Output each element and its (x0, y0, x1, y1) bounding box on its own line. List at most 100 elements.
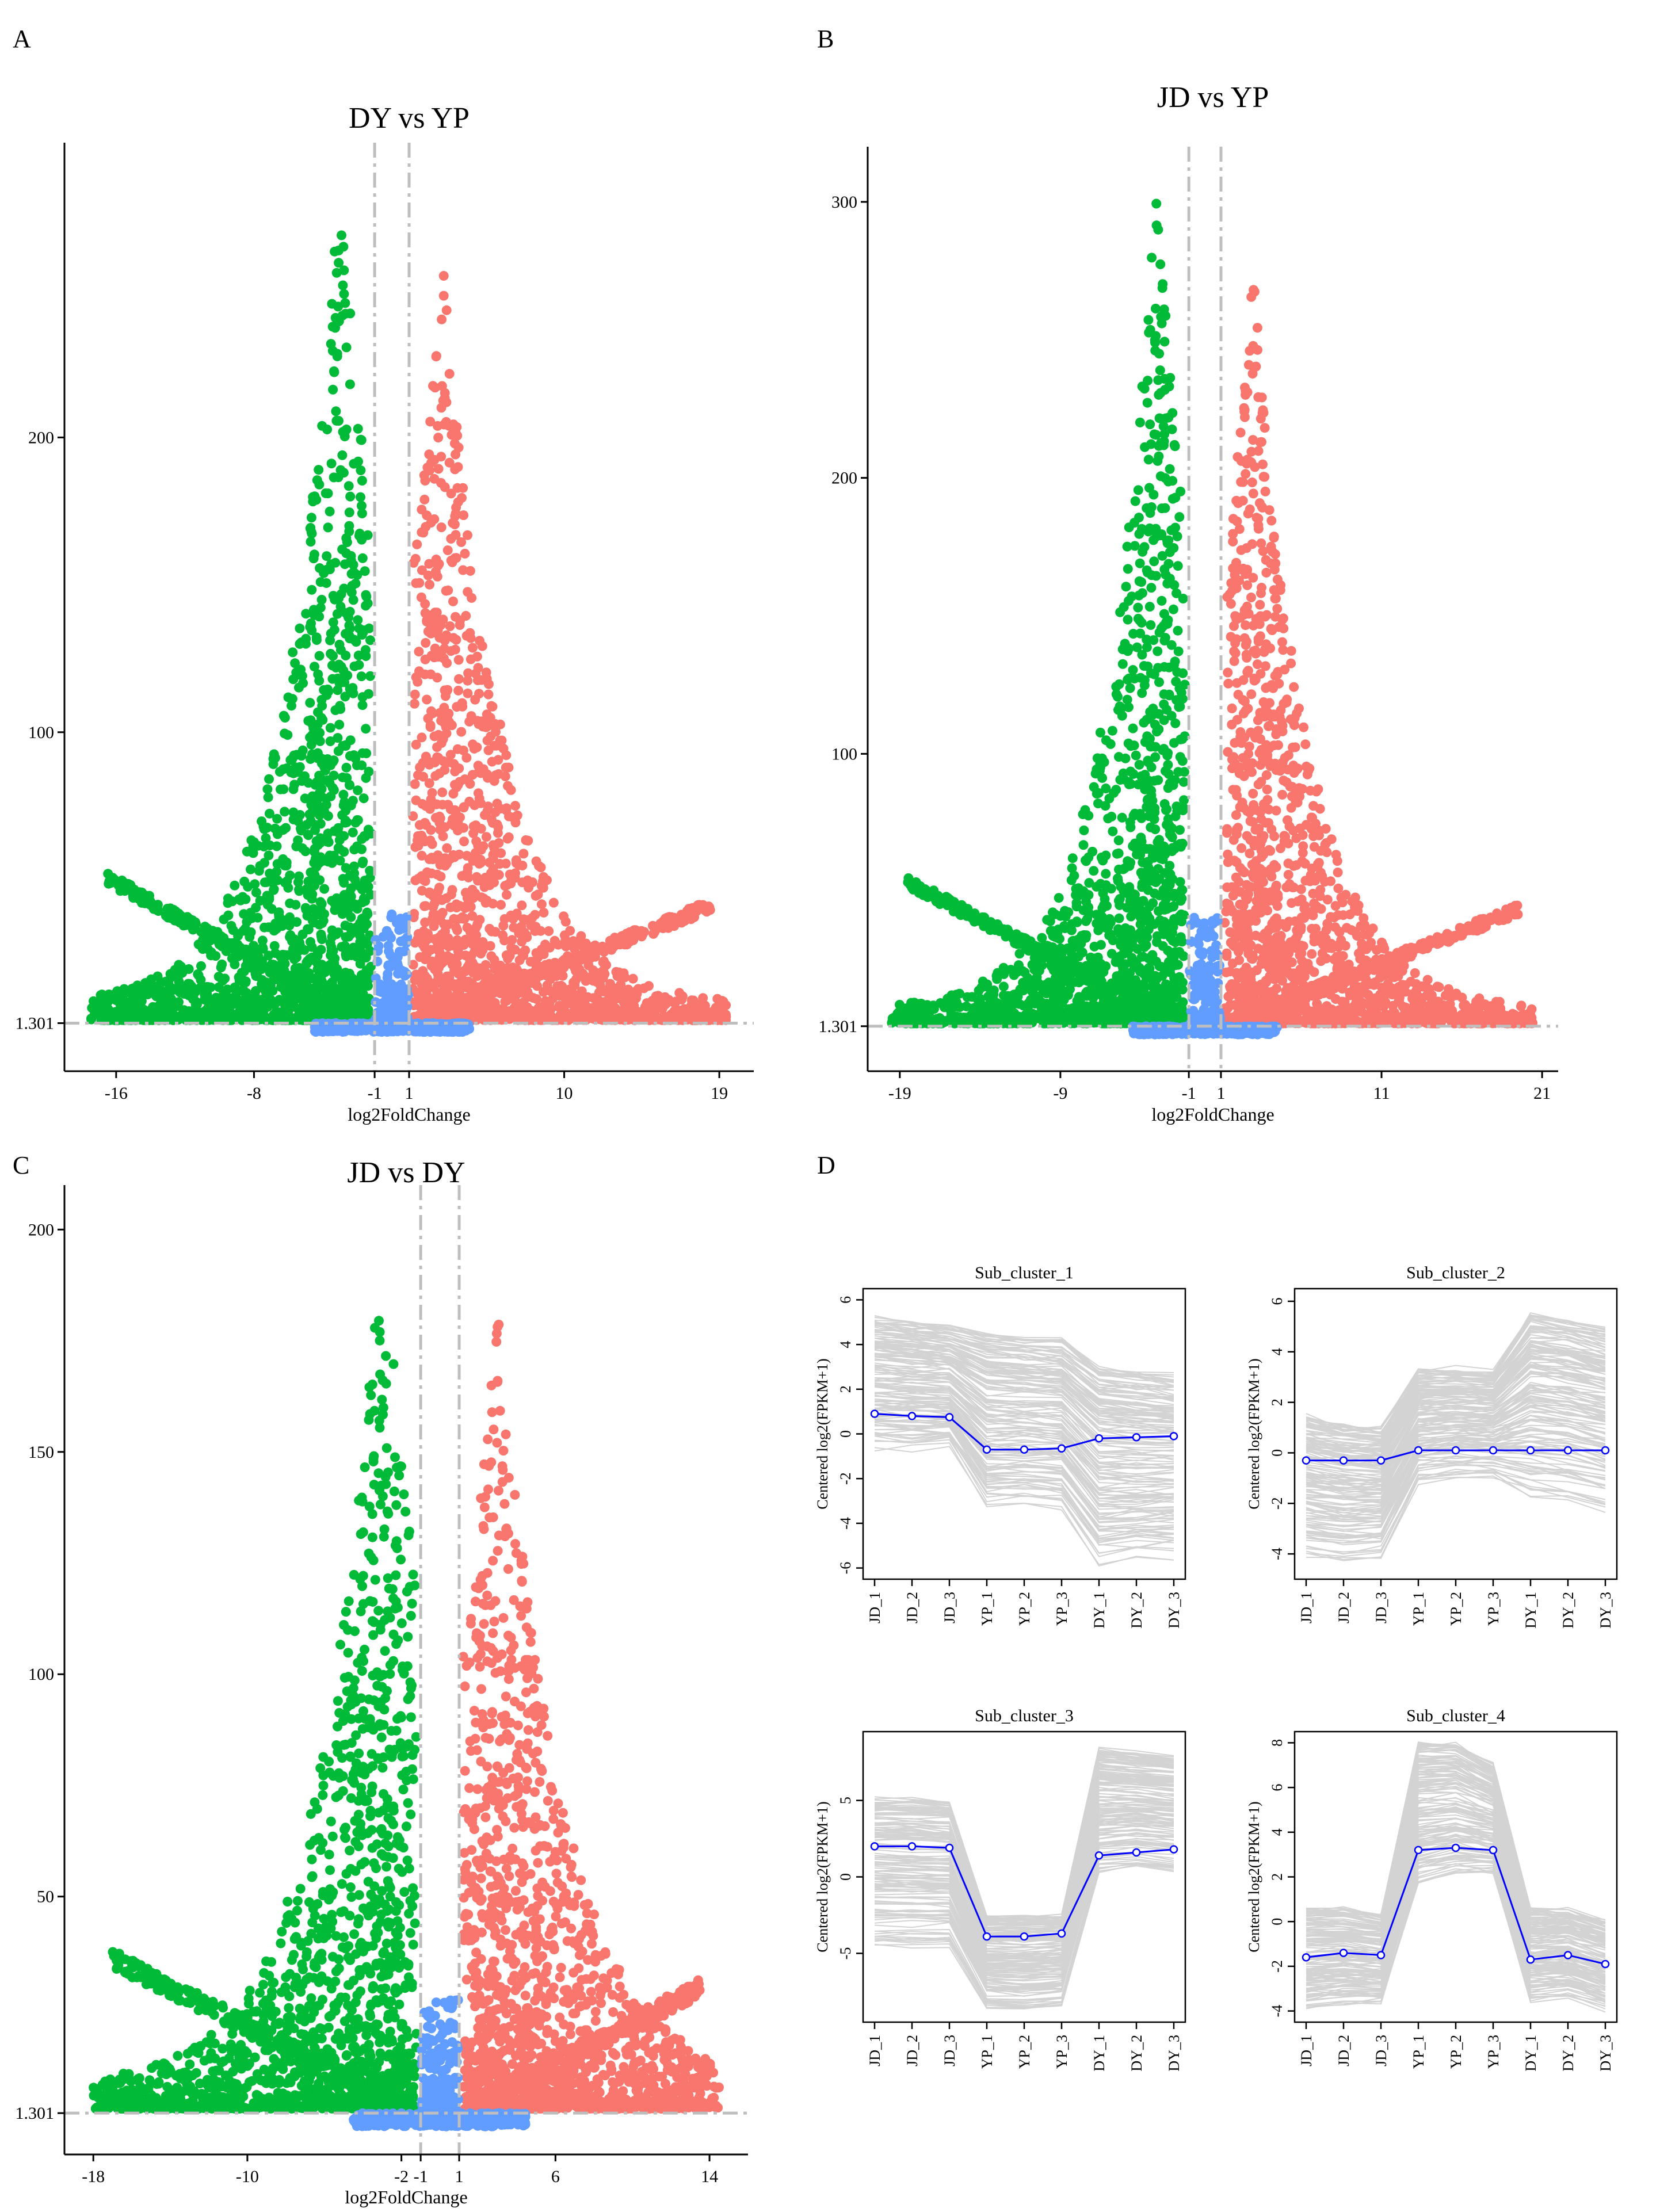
point-down (235, 895, 246, 906)
point-down (356, 492, 365, 502)
point-down (297, 745, 308, 755)
point-up (435, 824, 445, 835)
point-up (413, 835, 422, 846)
point-down (361, 724, 371, 734)
point-down (323, 488, 333, 499)
point-up (445, 854, 456, 864)
point-down (261, 993, 271, 1003)
point-up (682, 906, 692, 916)
point-down (280, 807, 290, 817)
point-up (440, 765, 450, 775)
point-down (339, 265, 349, 276)
point-up (424, 854, 434, 864)
point-down (339, 890, 349, 900)
point-up (518, 914, 529, 924)
point-down (269, 941, 280, 951)
point-up (446, 488, 456, 499)
point-up (414, 820, 425, 830)
point-up (440, 388, 450, 398)
point-ns (402, 932, 413, 942)
point-down (213, 1007, 223, 1018)
point-down (310, 983, 320, 993)
point-up (432, 571, 442, 582)
point-down (341, 762, 352, 773)
point-down (345, 308, 356, 319)
panel-letter-b: B (817, 25, 834, 53)
point-up (622, 997, 632, 1007)
point-down (350, 578, 361, 589)
point-up (502, 834, 513, 844)
point-up (561, 941, 571, 952)
point-down (138, 1008, 148, 1019)
point-down (280, 728, 290, 739)
point-up (476, 858, 486, 868)
point-down (363, 981, 373, 991)
point-down (326, 760, 335, 770)
point-up (411, 969, 421, 980)
point-up (536, 899, 547, 910)
point-down (198, 983, 208, 993)
point-down (334, 416, 344, 426)
point-up (442, 971, 452, 981)
point-up (452, 483, 463, 493)
point-up (413, 677, 423, 687)
point-up (412, 539, 422, 549)
point-up (463, 688, 473, 698)
point-down (239, 909, 249, 919)
point-up (487, 1006, 497, 1017)
point-up (442, 710, 453, 721)
point-up (592, 968, 602, 978)
point-up (433, 560, 443, 571)
point-down (264, 774, 274, 784)
point-down (1037, 933, 1047, 943)
point-down (311, 854, 320, 864)
point-up (520, 969, 529, 979)
point-down (264, 850, 274, 861)
point-down (224, 996, 234, 1007)
point-up (1307, 949, 1317, 959)
point-up (413, 770, 423, 780)
point-down (352, 815, 362, 825)
point-up (1223, 678, 1234, 689)
point-up (470, 800, 480, 811)
point-down (307, 584, 317, 595)
point-down (317, 934, 327, 945)
point-down (335, 701, 345, 711)
point-down (295, 762, 305, 772)
point-down (284, 920, 295, 931)
point-up (470, 848, 480, 858)
point-up (498, 1004, 509, 1014)
point-up (480, 810, 490, 820)
point-down (258, 822, 269, 832)
point-up (483, 801, 493, 812)
point-up (459, 836, 469, 847)
point-down (269, 926, 279, 936)
point-down (322, 775, 333, 785)
point-up (451, 449, 461, 460)
point-down (1178, 777, 1189, 787)
point-up (425, 417, 436, 427)
point-down (340, 692, 350, 702)
point-down (360, 645, 371, 655)
point-down (360, 912, 371, 922)
point-ns (383, 941, 394, 951)
point-up (429, 921, 439, 931)
point-up (423, 570, 433, 580)
point-up (533, 889, 543, 900)
point-up (509, 922, 519, 933)
point-up (545, 986, 555, 996)
point-up (477, 641, 487, 651)
point-up (463, 530, 472, 540)
point-down (314, 479, 325, 490)
point-up (459, 823, 469, 833)
point-down (300, 1003, 310, 1013)
point-up (612, 939, 623, 950)
point-up (473, 788, 483, 799)
point-down (334, 844, 345, 854)
point-down (365, 671, 375, 681)
point-down (264, 894, 274, 904)
point-down (345, 633, 355, 644)
point-down (353, 615, 363, 625)
point-up (410, 553, 421, 564)
